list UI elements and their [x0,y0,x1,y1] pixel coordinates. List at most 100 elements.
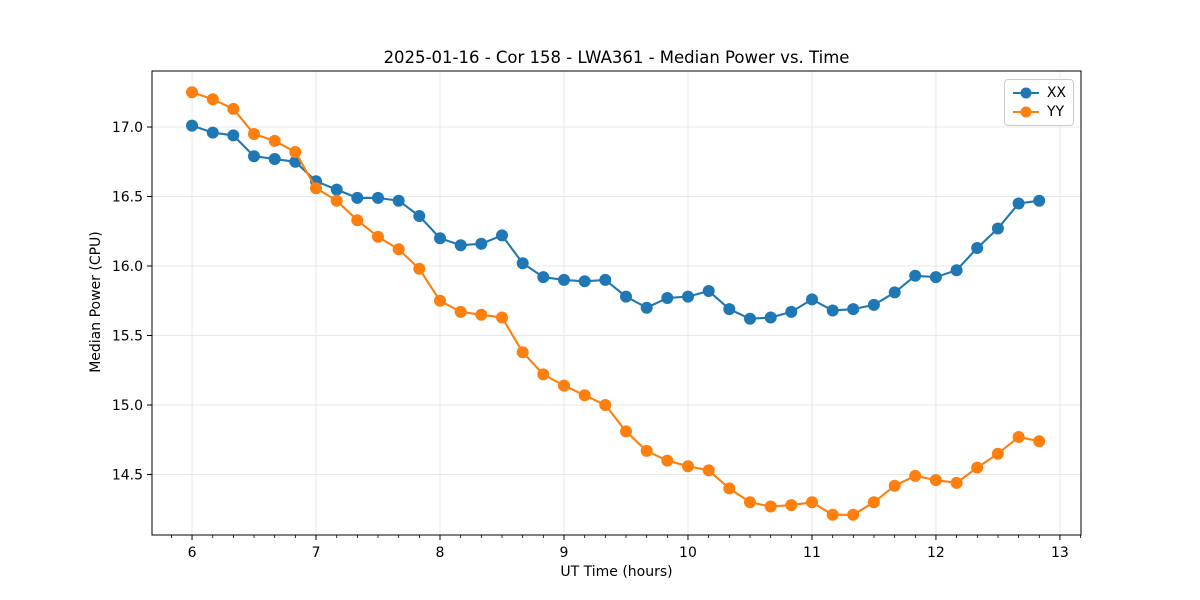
legend: XX YY [1004,79,1074,126]
data-point-YY [248,128,260,140]
data-point-XX [929,271,942,284]
data-point-YY [227,102,240,115]
data-point-YY [847,508,860,521]
data-point-XX [909,269,922,282]
data-point-XX [702,285,715,297]
legend-item-xx: XX [1012,83,1066,102]
plot-frame [151,70,1082,536]
x-tick-label: 9 [560,545,569,561]
data-point-XX [599,273,612,286]
x-axis-label: UT Time (hours) [560,564,673,580]
data-point-YY [516,346,529,359]
data-point-YY [392,243,405,256]
y-axis-label: Median Power (CPU) [88,231,104,373]
x-tick-label: 11 [803,545,821,561]
data-point-XX [516,257,529,270]
data-point-YY [950,476,963,489]
data-point-XX [847,303,860,316]
data-point-XX [330,183,343,196]
data-point-XX [454,239,467,252]
data-point-XX [475,237,488,250]
data-point-XX [640,301,653,314]
data-point-XX [186,119,198,132]
series-XX-line [191,124,1040,320]
x-tick-label: 12 [927,545,945,561]
data-point-XX [723,303,736,316]
data-point-YY [1012,431,1025,443]
series-XX [186,119,1046,325]
data-point-YY [806,496,818,509]
y-tick-label: 17.0 [112,120,143,136]
data-point-XX [744,312,756,325]
data-point-YY [578,389,591,402]
data-point-YY [723,482,736,495]
data-point-YY [640,444,653,457]
data-point-XX [434,232,446,245]
data-point-YY [537,368,550,381]
x-tick-label: 13 [1051,545,1069,561]
data-point-XX [1012,197,1025,210]
y-tick-label: 14.5 [112,468,143,484]
data-point-YY [764,500,777,513]
chart-title: 2025-01-16 - Cor 158 - LWA361 - Median P… [383,48,850,67]
data-point-XX [620,290,632,303]
data-point-YY [558,379,570,392]
data-point-YY [826,508,839,521]
data-point-YY [620,425,632,438]
data-point-XX [227,129,240,142]
data-point-XX [372,191,384,204]
legend-line-marker-icon [1013,106,1039,117]
series-YY [186,86,1046,521]
legend-item-yy: YY [1012,102,1066,121]
data-point-YY [909,469,922,482]
data-point-YY [206,93,219,106]
data-point-XX [991,222,1004,235]
data-point-XX [806,293,818,306]
data-point-XX [392,194,405,207]
legend-line-marker-icon [1013,87,1039,98]
x-tick-label: 6 [188,545,197,561]
data-point-XX [826,304,839,317]
data-point-XX [413,210,426,222]
data-point-XX [537,271,550,284]
data-point-YY [413,262,426,275]
data-point-YY [661,454,674,467]
data-point-XX [351,191,364,204]
data-point-XX [1033,194,1046,207]
data-point-XX [888,286,901,299]
x-tick-label: 10 [679,545,697,561]
legend-label-xx: XX [1046,84,1066,101]
axis-ticks: 6 7 8 9 10 11 12 13 14.5 15.0 15.5 16.0 16.5 17.0 [112,120,1082,561]
data-point-YY [682,460,694,473]
data-point-YY [1033,435,1046,448]
data-point-XX [950,264,963,277]
data-point-YY [496,311,508,324]
data-point-XX [785,305,798,318]
data-point-XX [578,275,591,288]
data-point-YY [186,86,198,99]
gridlines [152,71,1081,535]
data-point-XX [558,273,570,286]
data-point-YY [888,479,901,492]
x-tick-label: 8 [436,545,445,561]
x-tick-label: 7 [312,545,321,561]
data-point-YY [289,146,302,158]
data-point-YY [867,496,880,509]
data-point-YY [310,182,322,195]
y-tick-label: 15.5 [112,329,143,345]
data-point-XX [206,126,219,139]
legend-label-yy: YY [1047,103,1065,120]
data-point-YY [454,305,467,318]
data-point-XX [867,298,880,311]
data-point-YY [434,294,446,307]
series-YY-line [191,91,1040,516]
data-point-YY [929,474,942,487]
data-point-YY [702,464,715,477]
data-point-YY [991,447,1004,460]
data-point-YY [372,230,384,243]
data-point-YY [330,194,343,207]
data-point-XX [971,242,984,254]
data-point-XX [248,150,260,163]
y-tick-label: 16.0 [112,259,143,275]
